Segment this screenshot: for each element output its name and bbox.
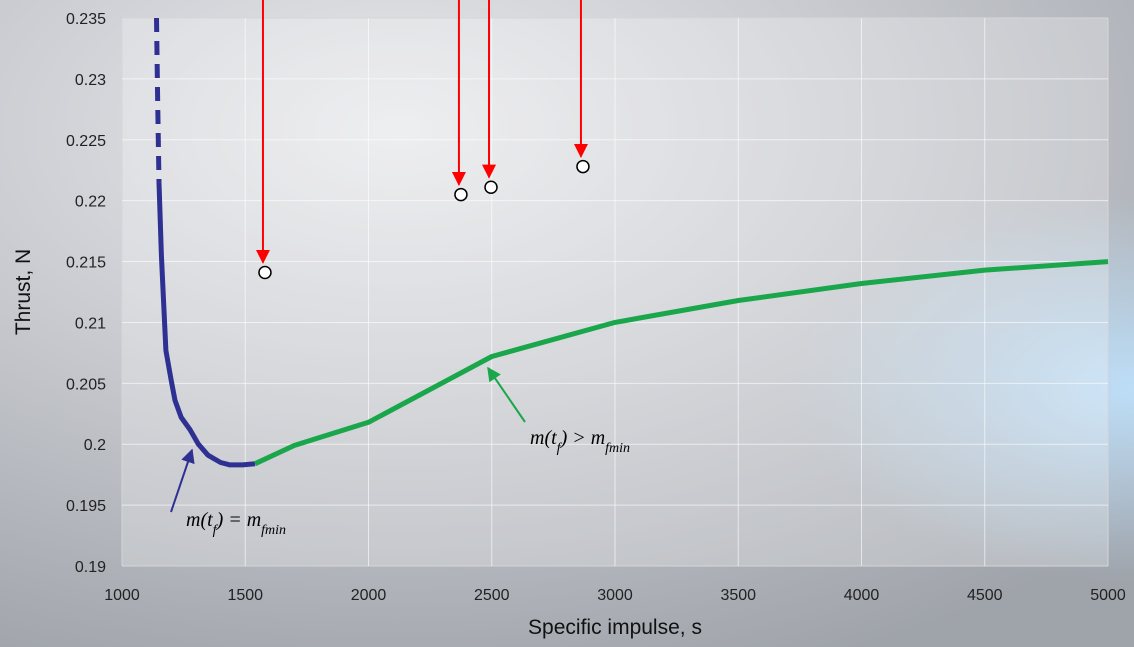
x-tick-label: 2000 — [351, 587, 387, 604]
x-tick-label: 5000 — [1090, 587, 1126, 604]
x-tick-label: 3000 — [597, 587, 633, 604]
y-tick-label: 0.195 — [66, 498, 106, 515]
chart: Specific impulse, s Thrust, N 0.19 0.195 0… — [0, 0, 1134, 647]
x-tick-label: 2500 — [474, 587, 510, 604]
y-tick-label: 0.19 — [75, 559, 106, 576]
annotation-text: m(t — [186, 509, 213, 531]
curve — [157, 18, 160, 182]
x-tick-label: 4000 — [844, 587, 880, 604]
annotation-text: ) = m — [216, 509, 262, 531]
y-axis-label: Thrust, N — [12, 249, 35, 335]
y-tick-label: 0.2 — [84, 437, 106, 454]
y-tick-label: 0.205 — [66, 376, 106, 393]
x-tick-label: 3500 — [720, 587, 756, 604]
x-tick-label: 1500 — [227, 587, 263, 604]
x-tick-label: 1000 — [104, 587, 140, 604]
y-tick-label: 0.235 — [66, 11, 106, 28]
y-tick-label: 0.225 — [66, 133, 106, 150]
annotation-subscript: fmin — [261, 523, 286, 538]
y-tick-label: 0.23 — [75, 72, 106, 89]
point — [455, 189, 467, 201]
annotation-text: m(t — [530, 427, 557, 449]
y-tick-label: 0.22 — [75, 194, 106, 211]
point — [577, 161, 589, 173]
point — [485, 181, 497, 193]
y-tick-label: 0.21 — [75, 315, 106, 332]
point — [259, 267, 271, 279]
y-tick-label: 0.215 — [66, 255, 106, 272]
annotation-subscript: fmin — [605, 441, 630, 456]
x-tick-label: 4500 — [967, 587, 1003, 604]
annotation-text: ) > m — [560, 427, 606, 449]
x-axis-label: Specific impulse, s — [528, 616, 702, 639]
